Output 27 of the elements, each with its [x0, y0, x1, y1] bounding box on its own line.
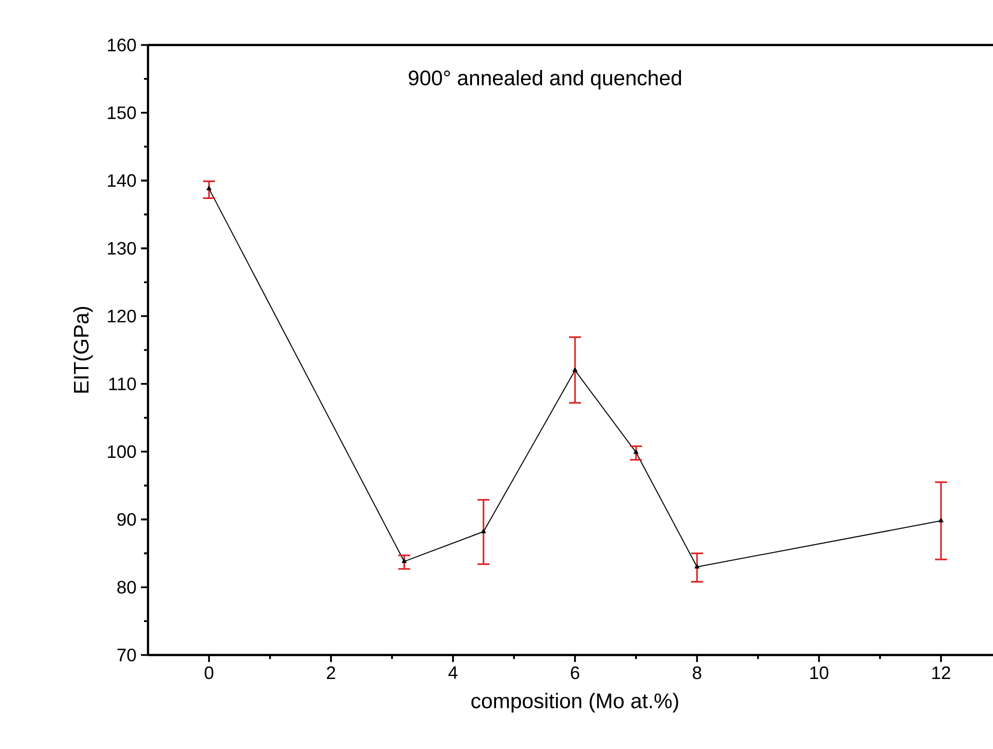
y-tick-label: 120 [108, 310, 136, 322]
y-tick-label: 160 [108, 38, 136, 52]
y-axis-title: EIT(GPa) [73, 306, 93, 393]
point [481, 528, 486, 534]
x-tick-label: 6 [570, 666, 580, 680]
point [206, 186, 212, 190]
y-tick-label: 130 [108, 242, 136, 255]
y-tick-label: 150 [108, 106, 136, 120]
x-tick-label: 2 [326, 666, 336, 679]
x-tick-label: 0 [204, 666, 214, 680]
point [694, 564, 700, 568]
x-tick-label: 4 [448, 666, 458, 679]
point [938, 518, 944, 522]
y-tick-label: 100 [108, 445, 136, 458]
x-tick-label: 8 [692, 666, 702, 680]
y-tick-label: 70 [117, 648, 136, 662]
x-tick-label: 10 [810, 666, 828, 680]
y-tick-label: 110 [109, 378, 136, 390]
y-tick-label: 90 [117, 513, 136, 526]
point [572, 368, 578, 372]
y-tick-label: 80 [117, 580, 136, 594]
annotation: 900° annealed and quenched [408, 70, 682, 90]
y-tick-label: 140 [108, 174, 136, 187]
point [634, 450, 638, 454]
point [402, 558, 407, 564]
x-tick-label: 12 [932, 666, 950, 679]
x-axis-title: composition (Mo at.%) [471, 692, 678, 712]
